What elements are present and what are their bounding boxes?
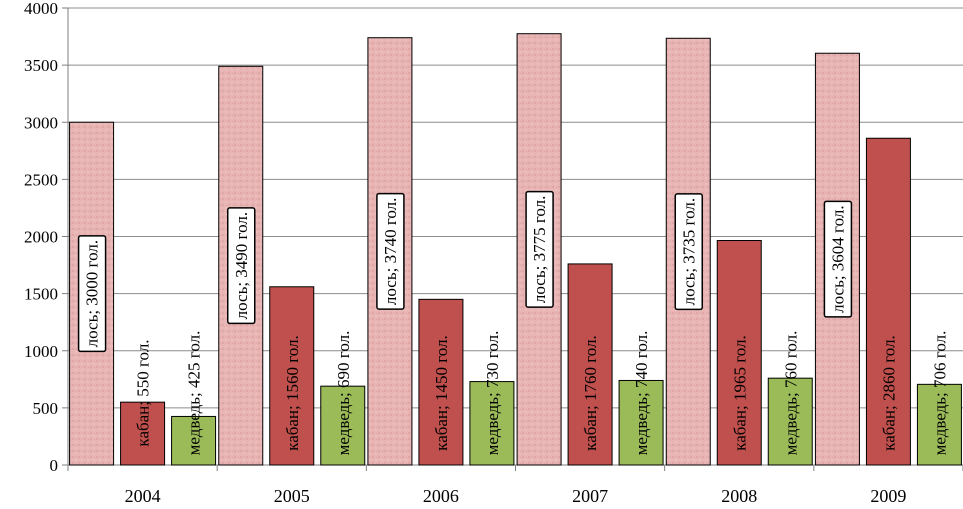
- gridlines: [68, 7, 963, 409]
- bar-медведь: [171, 415, 217, 466]
- data-label: медведь; 425 гол.: [185, 331, 204, 456]
- bar-кабан: [865, 137, 911, 466]
- x-tick-label: 2009: [870, 486, 906, 506]
- bar-кабан: [120, 401, 166, 466]
- x-tick-label: 2007: [572, 486, 608, 506]
- data-label-box: [376, 192, 405, 310]
- data-label-group: медведь; 740 гол.: [632, 331, 651, 456]
- data-labels: лось; 3000 гол. кабан; 550 гол. медведь; 4…: [77, 190, 949, 456]
- data-label-group: лось; 3740 гол.: [376, 192, 405, 310]
- bar-кабан: [716, 239, 762, 466]
- bar-медведь: [469, 381, 515, 466]
- data-label-box: [77, 235, 107, 353]
- x-tick-label: 2005: [274, 486, 310, 506]
- data-label-group: кабан; 1965 гол.: [730, 335, 749, 451]
- data-label-group: медведь; 690 гол.: [334, 331, 353, 456]
- y-tick-label: 0: [50, 456, 59, 475]
- data-label-box: [525, 190, 554, 308]
- data-label-group: кабан; 1560 гол.: [283, 335, 302, 451]
- data-label-box: [823, 200, 853, 318]
- data-label: медведь; 730 гол.: [483, 331, 502, 456]
- data-label: лось; 3735 гол.: [679, 198, 698, 306]
- data-label: медведь; 706 гол.: [930, 331, 949, 456]
- data-label: лось; 3604 гол.: [828, 205, 847, 313]
- data-label: кабан; 1965 гол.: [730, 335, 749, 451]
- x-tick-label: 2008: [721, 486, 757, 506]
- data-label-group: лось; 3775 гол.: [525, 190, 554, 308]
- bar-медведь: [767, 377, 813, 466]
- bar-кабан: [418, 298, 464, 466]
- data-label: медведь; 690 гол.: [334, 331, 353, 456]
- data-label-group: медведь; 425 гол.: [185, 331, 204, 456]
- y-tick-label: 3500: [24, 56, 58, 75]
- data-label-group: лось; 3490 гол.: [227, 207, 256, 325]
- data-label: лось; 3775 гол.: [530, 196, 549, 304]
- data-label-group: медведь; 730 гол.: [483, 331, 502, 456]
- bar-медведь: [618, 379, 664, 466]
- bar-медведь: [320, 385, 366, 466]
- data-label-group: лось; 3735 гол.: [674, 193, 703, 311]
- bar-кабан: [567, 263, 613, 466]
- data-label-group: кабан; 550 гол.: [134, 339, 153, 446]
- data-label: лось; 3490 гол.: [232, 212, 251, 320]
- axes: 0 500 1000 1500 2000 2500 3000 3500 4000 2004 2005…: [24, 0, 963, 506]
- y-tick-label: 1500: [24, 285, 58, 304]
- y-tick-label: 4000: [24, 0, 58, 18]
- data-label-box: [227, 207, 256, 325]
- data-label-group: медведь; 706 гол.: [930, 331, 949, 456]
- data-label-group: лось; 3000 гол.: [77, 235, 107, 353]
- y-tick-label: 1000: [24, 342, 58, 361]
- data-label: медведь; 760 гол.: [781, 331, 800, 456]
- data-label-group: кабан; 1450 гол.: [432, 335, 451, 451]
- bar-медведь: [916, 383, 962, 466]
- data-label: кабан; 1760 гол.: [581, 335, 600, 451]
- data-label-group: кабан; 1760 гол.: [581, 335, 600, 451]
- x-tick-label: 2004: [125, 486, 161, 506]
- data-label-group: лось; 3604 гол.: [823, 200, 853, 318]
- data-label: медведь; 740 гол.: [632, 331, 651, 456]
- y-tick-label: 2500: [24, 170, 58, 189]
- data-label: лось; 3740 гол.: [381, 198, 400, 305]
- data-label-group: медведь; 760 гол.: [781, 331, 800, 456]
- y-tick-label: 3000: [24, 113, 58, 132]
- data-label: кабан; 1560 гол.: [283, 335, 302, 451]
- y-tick-label: 2000: [24, 228, 58, 247]
- data-label: кабан; 2860 гол.: [879, 335, 898, 451]
- data-label-box: [674, 193, 703, 311]
- data-label: кабан; 1450 гол.: [432, 335, 451, 451]
- data-label: кабан; 550 гол.: [134, 339, 153, 446]
- x-tick-label: 2006: [423, 486, 459, 506]
- data-label-group: кабан; 2860 гол.: [879, 335, 898, 451]
- y-tick-label: 500: [33, 399, 59, 418]
- bar-кабан: [269, 286, 315, 466]
- data-label: лось; 3000 гол.: [83, 240, 102, 348]
